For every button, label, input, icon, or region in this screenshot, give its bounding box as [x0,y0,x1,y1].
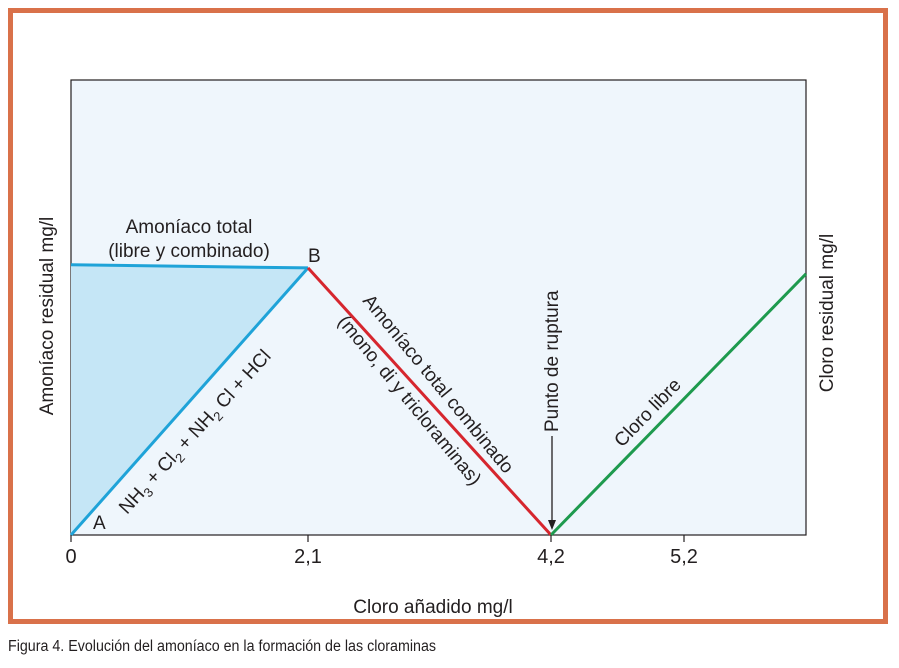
top-label-line1: Amoníaco total [126,217,253,238]
breakpoint-label: Punto de ruptura [542,290,563,432]
figure-caption: Figura 4. Evolución del amoníaco en la f… [8,638,437,655]
series-line-4 [549,272,808,537]
x-tick-label: 4,2 [537,546,565,568]
series-line-1 [70,263,309,270]
point-a-label: A [93,513,106,534]
x-tick-label: 5,2 [670,546,698,568]
y-axis-title-left: Amoníaco residual mg/l [37,217,58,416]
x-tick-label: 2,1 [294,546,322,568]
top-label-line2: (libre y combinado) [108,241,270,262]
x-axis-title: Cloro añadido mg/l [353,597,512,618]
x-tick-label: 0 [65,546,76,568]
point-b-label: B [308,246,321,267]
breakpoint-arrow-head [548,520,556,530]
y-axis-title-right: Cloro residual mg/l [817,234,838,392]
series-line-2 [69,266,310,536]
series-line-3 [306,266,553,537]
